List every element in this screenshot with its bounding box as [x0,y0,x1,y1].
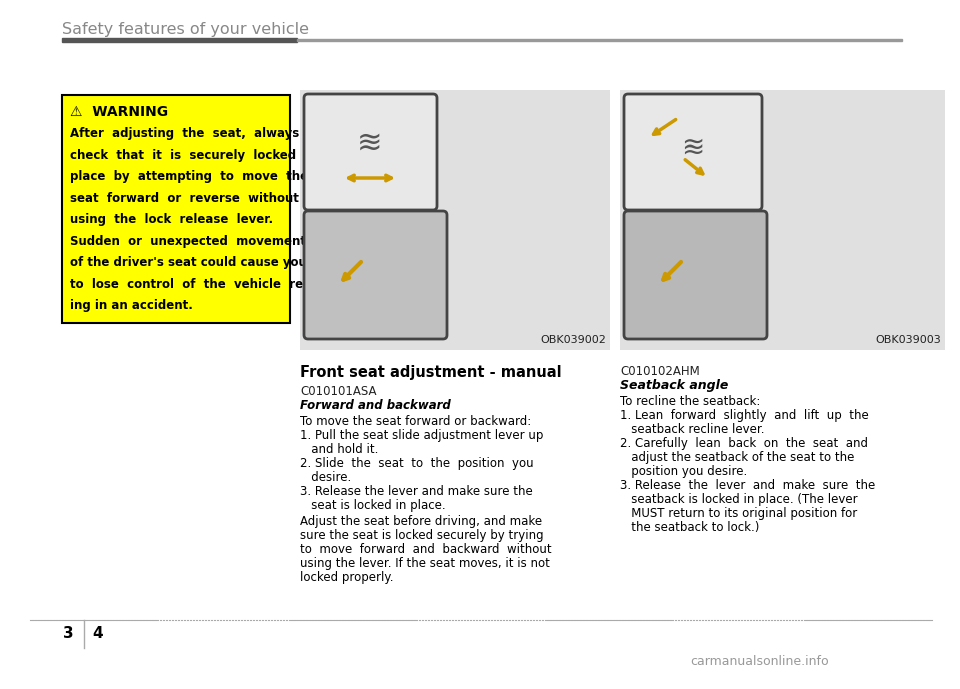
Text: adjust the seatback of the seat to the: adjust the seatback of the seat to the [620,451,854,464]
Text: C010102AHM: C010102AHM [620,365,700,378]
Bar [300,90,610,350]
Text: carmanualsonline.info: carmanualsonline.info [690,655,828,668]
Text: Safety features of your vehicle: Safety features of your vehicle [62,22,309,37]
Text: sure the seat is locked securely by trying: sure the seat is locked securely by tryi… [300,529,543,542]
Text: ⚠  WARNING: ⚠ WARNING [70,105,168,119]
Text: desire.: desire. [300,471,351,484]
Text: 2. Carefully  lean  back  on  the  seat  and: 2. Carefully lean back on the seat and [620,437,868,450]
Text: ing in an accident.: ing in an accident. [70,299,193,312]
Text: Sudden  or  unexpected  movement: Sudden or unexpected movement [70,234,306,247]
Text: To recline the seatback:: To recline the seatback: [620,395,760,408]
Text: seat is locked in place.: seat is locked in place. [300,499,445,512]
Text: seat  forward  or  reverse  without: seat forward or reverse without [70,192,299,205]
Text: 3. Release  the  lever  and  make  sure  the: 3. Release the lever and make sure the [620,479,876,492]
Bar [297,39,902,41]
Text: and hold it.: and hold it. [300,443,378,456]
Text: ≋: ≋ [357,129,383,158]
Text: of the driver's seat could cause you: of the driver's seat could cause you [70,256,307,269]
Text: Front seat adjustment - manual: Front seat adjustment - manual [300,365,562,380]
Text: MUST return to its original position for: MUST return to its original position for [620,507,857,520]
Text: place  by  attempting  to  move  the: place by attempting to move the [70,170,308,183]
Text: OBK039002: OBK039002 [540,335,606,345]
Text: 4: 4 [92,626,103,641]
Bar [620,90,945,350]
Text: 2. Slide  the  seat  to  the  position  you: 2. Slide the seat to the position you [300,457,534,470]
FancyBboxPatch shape [624,94,762,210]
Bar [62,95,290,323]
Text: position you desire.: position you desire. [620,465,747,478]
FancyBboxPatch shape [624,211,767,339]
Text: 3. Release the lever and make sure the: 3. Release the lever and make sure the [300,485,533,498]
Text: OBK039003: OBK039003 [876,335,941,345]
Text: ≋: ≋ [682,134,705,162]
Text: check  that  it  is  securely  locked  into: check that it is securely locked into [70,149,330,161]
Text: to  lose  control  of  the  vehicle  result-: to lose control of the vehicle result- [70,278,333,291]
Bar [62,38,297,41]
Text: 3: 3 [63,626,74,641]
Text: to  move  forward  and  backward  without: to move forward and backward without [300,543,552,556]
Text: Adjust the seat before driving, and make: Adjust the seat before driving, and make [300,515,542,528]
Text: seatback is locked in place. (The lever: seatback is locked in place. (The lever [620,493,857,506]
FancyBboxPatch shape [304,94,437,210]
Text: locked properly.: locked properly. [300,571,394,584]
Text: the seatback to lock.): the seatback to lock.) [620,521,759,534]
Text: using the lever. If the seat moves, it is not: using the lever. If the seat moves, it i… [300,557,550,570]
Text: Forward and backward: Forward and backward [300,399,451,412]
Text: After  adjusting  the  seat,  always: After adjusting the seat, always [70,127,300,140]
Text: 1. Pull the seat slide adjustment lever up: 1. Pull the seat slide adjustment lever … [300,429,543,442]
Text: 1. Lean  forward  slightly  and  lift  up  the: 1. Lean forward slightly and lift up the [620,409,869,422]
Text: using  the  lock  release  lever.: using the lock release lever. [70,213,274,226]
Text: Seatback angle: Seatback angle [620,379,729,392]
Text: To move the seat forward or backward:: To move the seat forward or backward: [300,415,531,428]
FancyBboxPatch shape [304,211,447,339]
Text: C010101ASA: C010101ASA [300,385,376,398]
Text: seatback recline lever.: seatback recline lever. [620,423,764,436]
